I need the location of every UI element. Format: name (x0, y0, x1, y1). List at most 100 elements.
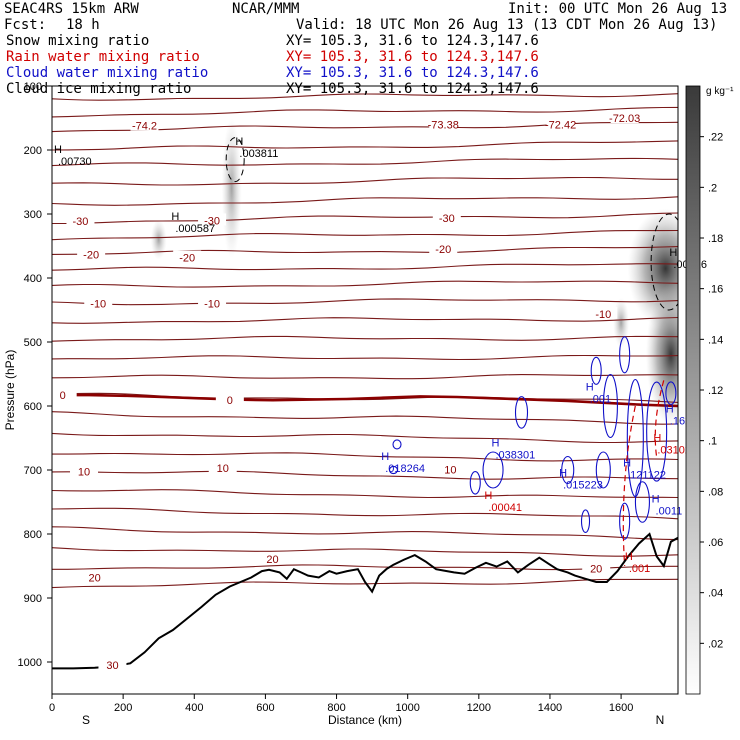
cloud-water-max-label: .038301 (495, 450, 535, 462)
y-axis-title: Pressure (hPa) (3, 350, 17, 431)
isotherm-label: 10 (217, 463, 229, 475)
rain-max-label: .001 (629, 563, 650, 575)
contour-label-bg (80, 570, 109, 583)
cloud-water-max-label-h: H (623, 457, 631, 469)
field-xy-snow: XY= 105.3, 31.6 to 124.3,147.6 (286, 33, 539, 49)
isotherm (52, 335, 678, 342)
temperature-contours (52, 93, 678, 589)
isotherm-label: -10 (595, 309, 611, 321)
cloud-water-contour (561, 455, 575, 485)
cloud-water-max-label-h: H (666, 404, 674, 416)
snow-max-label-h: H (669, 247, 677, 259)
y-tick-label: 400 (24, 273, 42, 285)
field-name-cloud-ice: Cloud ice mixing ratio (6, 81, 192, 97)
isotherm (52, 106, 678, 118)
isotherm (52, 229, 678, 241)
isotherm (52, 93, 678, 101)
isotherm-label: 20 (89, 573, 101, 585)
contour-label-bg (429, 117, 458, 130)
isotherm-label: -73.38 (428, 119, 459, 131)
snow-shade-cell (150, 219, 167, 260)
contour-label-bg (429, 242, 458, 255)
x-tick-label: 400 (185, 702, 203, 714)
cloud-water-max-label-h: H (652, 493, 660, 505)
contour-label-bg (582, 561, 611, 574)
model-title: SEAC4RS 15km ARW (4, 1, 139, 17)
isotherm-label: -20 (179, 253, 195, 265)
contour-label-bg (84, 296, 113, 309)
contour-label-bg (208, 461, 237, 474)
isotherm (52, 298, 678, 306)
isotherm-label: -72.03 (609, 113, 640, 125)
isotherm-label: 30 (106, 660, 118, 672)
isotherm-label: 20 (590, 564, 602, 576)
isotherm-label: -30 (73, 216, 89, 228)
cloud-water-contour (580, 509, 591, 534)
isotherm-label: -74.2 (132, 121, 157, 133)
colorbar-unit: g kg⁻¹ (706, 86, 734, 97)
isotherm (52, 354, 678, 361)
snow-shade-cell (221, 118, 242, 259)
end-label-south: S (82, 713, 90, 727)
isotherm-label: -72.42 (545, 119, 576, 131)
snow-max-label: .000587 (175, 223, 215, 235)
cloud-water-contour (665, 381, 677, 406)
contour-labels: -74.2 -73.38 -72.42 -72.03 -30 -30 -30 -20 -20 -2… (48, 111, 707, 672)
field-name-rain: Rain water mixing ratio (6, 49, 200, 65)
contour-label-bg (258, 551, 287, 564)
cloud-water-max-label-h: H (586, 381, 594, 393)
contour-label-bg (70, 464, 99, 477)
x-tick-label: 800 (327, 702, 345, 714)
rain-max-label: .03102 (657, 445, 691, 457)
field-xy-cloud-ice: XY= 105.3, 31.6 to 124.3,147.6 (286, 81, 539, 97)
contour-label-bg (215, 393, 244, 406)
isotherm (52, 411, 678, 425)
fcst-value: 18 h (66, 17, 100, 33)
x-tick-label: 1200 (467, 702, 491, 714)
rain-max-label-h: H (653, 433, 661, 445)
field-name-cloud-water: Cloud water mixing ratio (6, 65, 209, 81)
colorbar-ticks: .02 .04 .06 .08 .1 .12 .14 .16 .18 .2 .22 (700, 132, 723, 650)
colorbar-tick-label: .1 (708, 436, 717, 448)
snow-max-label: .00730 (58, 156, 92, 168)
isotherm-label: 0 (227, 395, 233, 407)
contour-label-bg (98, 658, 127, 671)
isotherm (52, 489, 678, 499)
y-tick-label: 600 (24, 401, 42, 413)
isotherm-label: -30 (204, 215, 220, 227)
init-time: Init: 00 UTC Mon 26 Aug 13 (508, 1, 728, 17)
cloud-water-contour (634, 481, 650, 523)
isotherm (52, 507, 678, 520)
rain-max-label: .00041 (488, 502, 522, 514)
contour-label-bg (48, 388, 77, 401)
cloud-water-contour (619, 336, 631, 374)
colorbar-tick-label: .22 (708, 132, 723, 144)
cloud-water-max-label: .0011 (656, 505, 683, 517)
isotherm-label: -20 (83, 249, 99, 261)
contour-label-bg (77, 247, 106, 260)
cloud-water-max-label: .001 (590, 393, 611, 405)
valid-time: Valid: 18 UTC Mon 26 Aug 13 (13 CDT Mon … (296, 17, 718, 33)
colorbar: .02 .04 .06 .08 .1 .12 .14 .16 .18 .2 .22 g kg⁻¹ (685, 85, 734, 695)
snow-max-label-h: H (235, 136, 243, 148)
contour-label-bg (198, 213, 227, 226)
snow-contour (650, 213, 678, 311)
isotherm-label: 10 (78, 466, 90, 478)
cloud-water-contour (590, 356, 602, 385)
field-xy-rain: XY= 105.3, 31.6 to 124.3,147.6 (286, 49, 539, 65)
isotherm-label: -20 (435, 244, 451, 256)
isotherm (52, 176, 678, 186)
isotherm (52, 196, 678, 206)
contour-label-bg (589, 306, 618, 319)
snow-max-label: .003811 (239, 148, 278, 160)
isotherm (52, 246, 678, 255)
isotherm (52, 263, 678, 271)
y-tick-label: 900 (24, 593, 42, 605)
x-tick-label: 0 (49, 702, 55, 714)
cloud-water-contour (388, 465, 399, 475)
isotherm (52, 374, 678, 380)
cloud-water-contour (646, 381, 668, 482)
isotherm (52, 452, 678, 462)
isotherm (52, 526, 678, 541)
cloud-water-contour (602, 373, 618, 439)
